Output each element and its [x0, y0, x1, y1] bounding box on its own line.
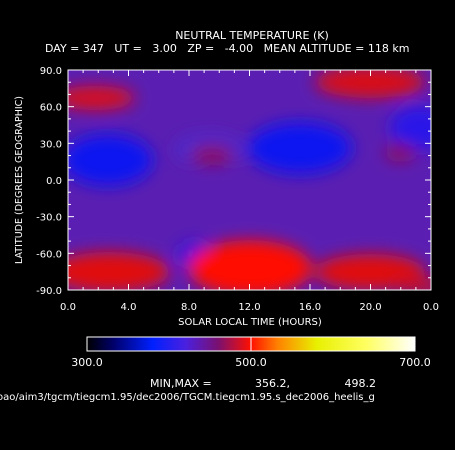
- y-axis: 90.0 60.0 30.0 0.0 -30.0 -60.0 -90.0: [36, 66, 431, 297]
- min-value: 356.2,: [255, 377, 290, 390]
- chart-title: NEUTRAL TEMPERATURE (K): [175, 29, 329, 42]
- heatmap-field: [68, 70, 431, 290]
- y-tick-label: -30.0: [36, 213, 62, 224]
- x-tick-label: 20.0: [359, 302, 381, 313]
- y-tick-label: 30.0: [40, 139, 62, 150]
- y-axis-label: LATITUDE (DEGREES GEOGRAPHIC): [14, 96, 25, 264]
- x-tick-label: 0.0: [423, 302, 439, 313]
- chart-subtitle: DAY = 347 UT = 3.00 ZP = -4.00 MEAN ALTI…: [45, 42, 409, 55]
- x-tick-label: 12.0: [238, 302, 260, 313]
- colorbar-ticks: 300.0 500.0 700.0: [71, 337, 431, 369]
- x-tick-label: 4.0: [121, 302, 137, 313]
- colorbar-tick-label: 500.0: [235, 356, 267, 369]
- y-tick-label: -60.0: [36, 249, 62, 260]
- max-value: 498.2: [345, 377, 377, 390]
- y-tick-label: 60.0: [40, 103, 62, 114]
- x-axis: 0.0 4.0 8.0 12.0 16.0 20.0 0.0: [60, 70, 439, 313]
- y-tick-label: 0.0: [46, 176, 62, 187]
- x-tick-label: 8.0: [181, 302, 197, 313]
- y-tick-label: -90.0: [36, 286, 62, 297]
- colorbar-tick-label: 700.0: [399, 356, 431, 369]
- x-tick-label: 0.0: [60, 302, 76, 313]
- x-axis-label: SOLAR LOCAL TIME (HOURS): [178, 317, 322, 328]
- x-tick-label: 16.0: [299, 302, 321, 313]
- file-path: oao/aim3/tgcm/tiegcm1.95/dec2006/TGCM.ti…: [0, 392, 375, 403]
- colorbar-tick-label: 300.0: [71, 356, 103, 369]
- y-tick-label: 90.0: [40, 66, 62, 77]
- minmax-label: MIN,MAX =: [150, 377, 212, 390]
